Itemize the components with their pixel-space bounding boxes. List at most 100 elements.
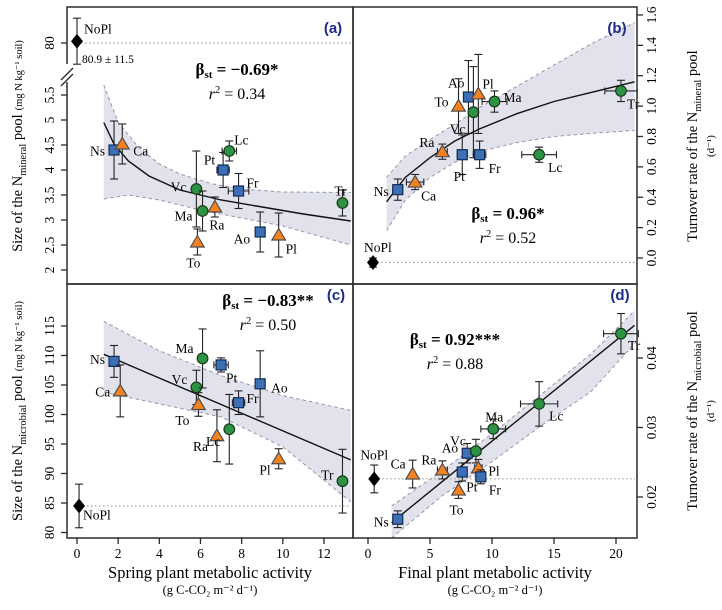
y-tick-label: 80 xyxy=(42,36,57,50)
point-label-Fr: Fr xyxy=(247,391,260,406)
confidence-band xyxy=(103,85,351,245)
y-title-subscript: microbial xyxy=(18,404,30,445)
marker-Ra-triangle xyxy=(209,428,225,442)
point-label-Pl: Pl xyxy=(259,462,271,477)
y-tick-label: 0.03 xyxy=(644,415,659,439)
point-label-Tr: Tr xyxy=(334,184,347,199)
y-tick-label: 110 xyxy=(42,345,57,365)
marker-Pt-square xyxy=(456,466,468,478)
marker-Pl-triangle xyxy=(270,227,287,241)
point-label-Ra: Ra xyxy=(193,439,208,454)
y-tick-label: 0.4 xyxy=(644,189,659,206)
marker-Ma-circle xyxy=(196,205,209,217)
confidence-band-upper-edge xyxy=(391,310,635,507)
y-tick-label: 90 xyxy=(42,467,57,481)
x-tick-label: 2 xyxy=(115,546,122,561)
y-tick-label: 0.8 xyxy=(644,128,659,145)
point-label-Tr: Tr xyxy=(628,338,641,353)
x-tick-label: 12 xyxy=(317,546,331,561)
confidence-band-upper-edge xyxy=(103,320,351,411)
marker-Lc-circle xyxy=(533,148,546,161)
axis-break-slash xyxy=(60,73,74,87)
regression-line xyxy=(391,324,636,524)
marker-To-triangle xyxy=(190,396,207,411)
point-label-Vc: Vc xyxy=(172,372,188,387)
panel-a: NoPl Ns Ca Vc Ma To Ra Pt Lc Fr Ao Pl Tr 80 5.5 5 4.5 4 3.… xyxy=(42,6,354,285)
y-title-unit: (mg N kg⁻¹ soil) xyxy=(14,301,26,372)
y-title-text: Size of the N xyxy=(10,175,27,252)
point-label-Ao: Ao xyxy=(442,441,459,456)
marker-Fr-square xyxy=(232,185,245,197)
panel-letter-a: (a) xyxy=(324,20,342,37)
marker-Ca-triangle xyxy=(404,466,421,480)
marker-Ma-circle xyxy=(488,95,501,108)
point-label-Ra: Ra xyxy=(421,452,436,467)
point-label-To: To xyxy=(434,95,448,110)
y-title-line: Turnover rate of the Nmineral pool xyxy=(685,50,705,241)
x-tick-label: 8 xyxy=(238,546,245,561)
x-tick-label: 0 xyxy=(74,546,81,561)
y-tick-label: 1.0 xyxy=(644,97,659,114)
marker-Ns-square xyxy=(392,184,404,196)
y-title-line: Turnover rate of the Nmicrobial pool xyxy=(685,311,705,511)
stats-beta: βst = 0.96* xyxy=(471,204,544,225)
point-label-Vc: Vc xyxy=(450,122,466,137)
y-title-text: pool xyxy=(685,311,702,341)
stats-beta: βst = −0.69* xyxy=(195,60,278,81)
marker-Lc-circle xyxy=(223,145,236,157)
y-tick-label: 0.04 xyxy=(644,346,659,370)
y-tick-label: 2.5 xyxy=(42,236,57,253)
point-label-Ra: Ra xyxy=(419,135,434,150)
y-tick-label: 0.6 xyxy=(644,158,659,175)
point-label-Fr: Fr xyxy=(489,482,502,497)
point-label-Ra: Ra xyxy=(209,218,224,233)
marker-NoPl-diamond xyxy=(368,471,381,487)
marker-Ca-triangle xyxy=(112,383,129,397)
confidence-band-lower-edge xyxy=(103,391,352,503)
point-label-To: To xyxy=(175,413,189,428)
y-tick-label: 1.4 xyxy=(644,37,659,54)
y-tick-label: 2 xyxy=(42,267,57,274)
point-label-Vc: Vc xyxy=(171,180,187,195)
x-tick-label: 4 xyxy=(156,546,163,561)
y-title-subscript: mineral xyxy=(18,143,30,176)
marker-Ra-triangle xyxy=(434,462,451,476)
y-tick-label: 4 xyxy=(42,166,57,173)
y-tick-label: 80 xyxy=(42,526,57,540)
marker-Ao-square xyxy=(254,378,266,390)
y-title-text: Turnover rate of the N xyxy=(685,380,702,511)
panel-letter-c: (c) xyxy=(327,287,345,304)
x-title-unit: (g C-CO₂ m⁻² d⁻¹) xyxy=(447,583,543,598)
marker-Ns-square xyxy=(392,513,404,525)
point-label-Vc: Vc xyxy=(450,434,466,449)
y-tick-label: 100 xyxy=(42,404,57,425)
y-tick-label: 1.6 xyxy=(644,6,659,23)
stats-r-squared: r2 = 0.50 xyxy=(240,316,297,334)
point-label-To: To xyxy=(449,503,463,518)
point-label-NoPl: NoPl xyxy=(360,447,388,462)
axis-break-gap xyxy=(63,64,71,82)
marker-Vc-circle xyxy=(469,445,482,458)
x-tick-label: 10 xyxy=(276,546,290,561)
point-label-Pl: Pl xyxy=(482,76,494,91)
y-title-subscript: mineral xyxy=(692,79,704,112)
y-title-text: pool xyxy=(10,114,27,144)
marker-Ra-triangle xyxy=(207,199,223,213)
y-title-text: Size of the N xyxy=(10,444,27,521)
marker-Fr-square xyxy=(475,471,487,483)
stats-r-squared: r2 = 0.34 xyxy=(209,85,266,103)
marker-Lc-circle xyxy=(533,397,546,410)
confidence-band xyxy=(386,22,635,231)
point-label-To: To xyxy=(186,256,200,271)
y-tick-label: 3.5 xyxy=(42,186,57,203)
y-tick-label: 3 xyxy=(42,216,57,223)
marker-Pl-triangle xyxy=(470,86,487,100)
point-label-Ma: Ma xyxy=(503,90,521,105)
point-label-Ma: Ma xyxy=(175,209,193,224)
marker-Tr-circle xyxy=(336,475,349,488)
x-axis-title-final-activity: Final plant metabolic activity (g C-CO₂ … xyxy=(353,563,637,598)
marker-To-triangle xyxy=(189,234,206,248)
